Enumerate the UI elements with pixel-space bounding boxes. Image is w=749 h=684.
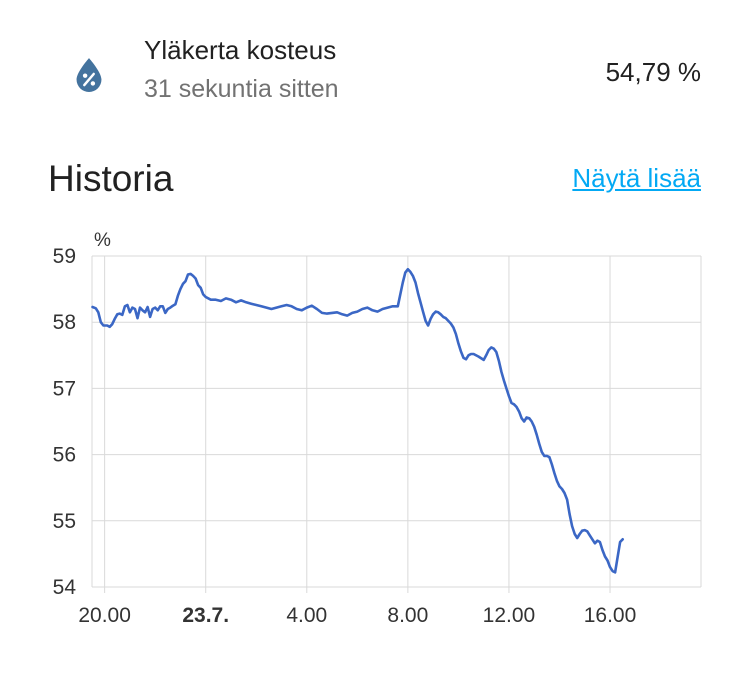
x-tick-label: 4.00 xyxy=(286,604,327,627)
show-more-link[interactable]: Näytä lisää xyxy=(572,163,701,193)
x-tick-label: 23.7. xyxy=(182,604,229,627)
history-title: Historia xyxy=(48,158,174,199)
y-axis-ticks: 54 55 56 57 58 59 xyxy=(53,245,77,599)
x-axis-ticks: 20.00 23.7. 4.00 8.00 12.00 16.00 xyxy=(78,604,636,627)
entity-row[interactable]: Yläkerta kosteus 31 sekuntia sitten 54,7… xyxy=(0,0,749,130)
x-tick-label: 20.00 xyxy=(78,604,131,627)
water-percent-icon xyxy=(76,58,102,92)
entity-name: Yläkerta kosteus xyxy=(144,35,337,65)
water-drop-shape xyxy=(76,58,102,92)
history-chart: 54 55 56 57 58 59 20.00 23.7. 4.00 8.00 12.00 16.0… xyxy=(53,230,702,627)
y-axis-unit: % xyxy=(94,230,111,251)
chart-grid xyxy=(91,255,702,593)
entity-last-changed: 31 sekuntia sitten xyxy=(144,75,339,103)
y-tick-label: 56 xyxy=(53,444,76,467)
y-tick-label: 54 xyxy=(53,576,77,599)
y-tick-label: 58 xyxy=(53,311,76,334)
x-tick-label: 16.00 xyxy=(584,604,637,627)
humidity-series-line xyxy=(91,267,624,574)
y-tick-label: 55 xyxy=(53,510,76,533)
x-tick-label: 12.00 xyxy=(483,604,536,627)
y-tick-label: 57 xyxy=(53,377,76,400)
entity-state-value: 54,79 % xyxy=(605,57,701,87)
x-tick-label: 8.00 xyxy=(387,604,428,627)
y-tick-label: 59 xyxy=(53,245,76,268)
